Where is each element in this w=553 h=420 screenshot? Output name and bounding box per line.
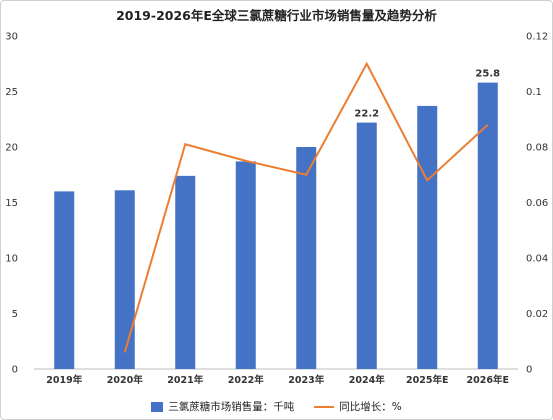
y2-tick-label: 0.02 bbox=[526, 309, 548, 320]
bar bbox=[235, 161, 256, 369]
chart-legend: 三氯蔗糖市场销售量：千吨 同比增长：% bbox=[0, 399, 553, 414]
bar-data-label: 22.2 bbox=[354, 109, 379, 120]
legend-label-growth: 同比增长：% bbox=[339, 401, 402, 413]
x-tick-label: 2024年 bbox=[349, 374, 385, 386]
y-tick-label: 30 bbox=[5, 32, 18, 43]
x-tick-label: 2025年E bbox=[406, 374, 448, 386]
bar bbox=[114, 190, 135, 369]
y2-tick-label: 0.06 bbox=[526, 198, 548, 209]
x-tick-label: 2021年 bbox=[167, 374, 203, 386]
y2-tick-label: 0.12 bbox=[526, 32, 548, 43]
legend-item-growth: 同比增长：% bbox=[314, 399, 402, 414]
y-tick-label: 5 bbox=[12, 309, 18, 320]
legend-bar-swatch bbox=[151, 401, 164, 412]
y-tick-label: 0 bbox=[12, 365, 18, 376]
chart-title: 2019-2026年E全球三氯蔗糖行业市场销售量及趋势分析 bbox=[116, 8, 437, 23]
bar bbox=[175, 175, 196, 369]
x-tick-label: 2023年 bbox=[288, 374, 324, 386]
y-tick-label: 25 bbox=[5, 87, 18, 98]
y2-tick-label: 0.08 bbox=[526, 143, 548, 154]
legend-label-sales: 三氯蔗糖市场销售量：千吨 bbox=[168, 401, 295, 413]
y2-tick-label: 0 bbox=[526, 365, 532, 376]
bar bbox=[54, 191, 75, 369]
x-tick-label: 2022年 bbox=[228, 374, 264, 386]
y2-tick-label: 0.1 bbox=[526, 87, 542, 98]
bar bbox=[356, 122, 377, 369]
bar bbox=[417, 105, 438, 370]
bar bbox=[296, 147, 317, 369]
y-tick-label: 15 bbox=[5, 198, 18, 209]
bar bbox=[477, 82, 498, 370]
y-tick-label: 10 bbox=[5, 254, 18, 265]
bar-data-label: 25.8 bbox=[475, 69, 500, 80]
x-tick-label: 2019年 bbox=[46, 374, 82, 386]
x-tick-label: 2020年 bbox=[107, 374, 143, 386]
y-tick-label: 20 bbox=[5, 143, 18, 154]
y2-tick-label: 0.04 bbox=[526, 254, 548, 265]
legend-line-swatch bbox=[314, 405, 335, 408]
x-tick-label: 2026年E bbox=[467, 374, 509, 386]
legend-item-sales: 三氯蔗糖市场销售量：千吨 bbox=[151, 399, 294, 414]
growth-line bbox=[123, 61, 489, 353]
